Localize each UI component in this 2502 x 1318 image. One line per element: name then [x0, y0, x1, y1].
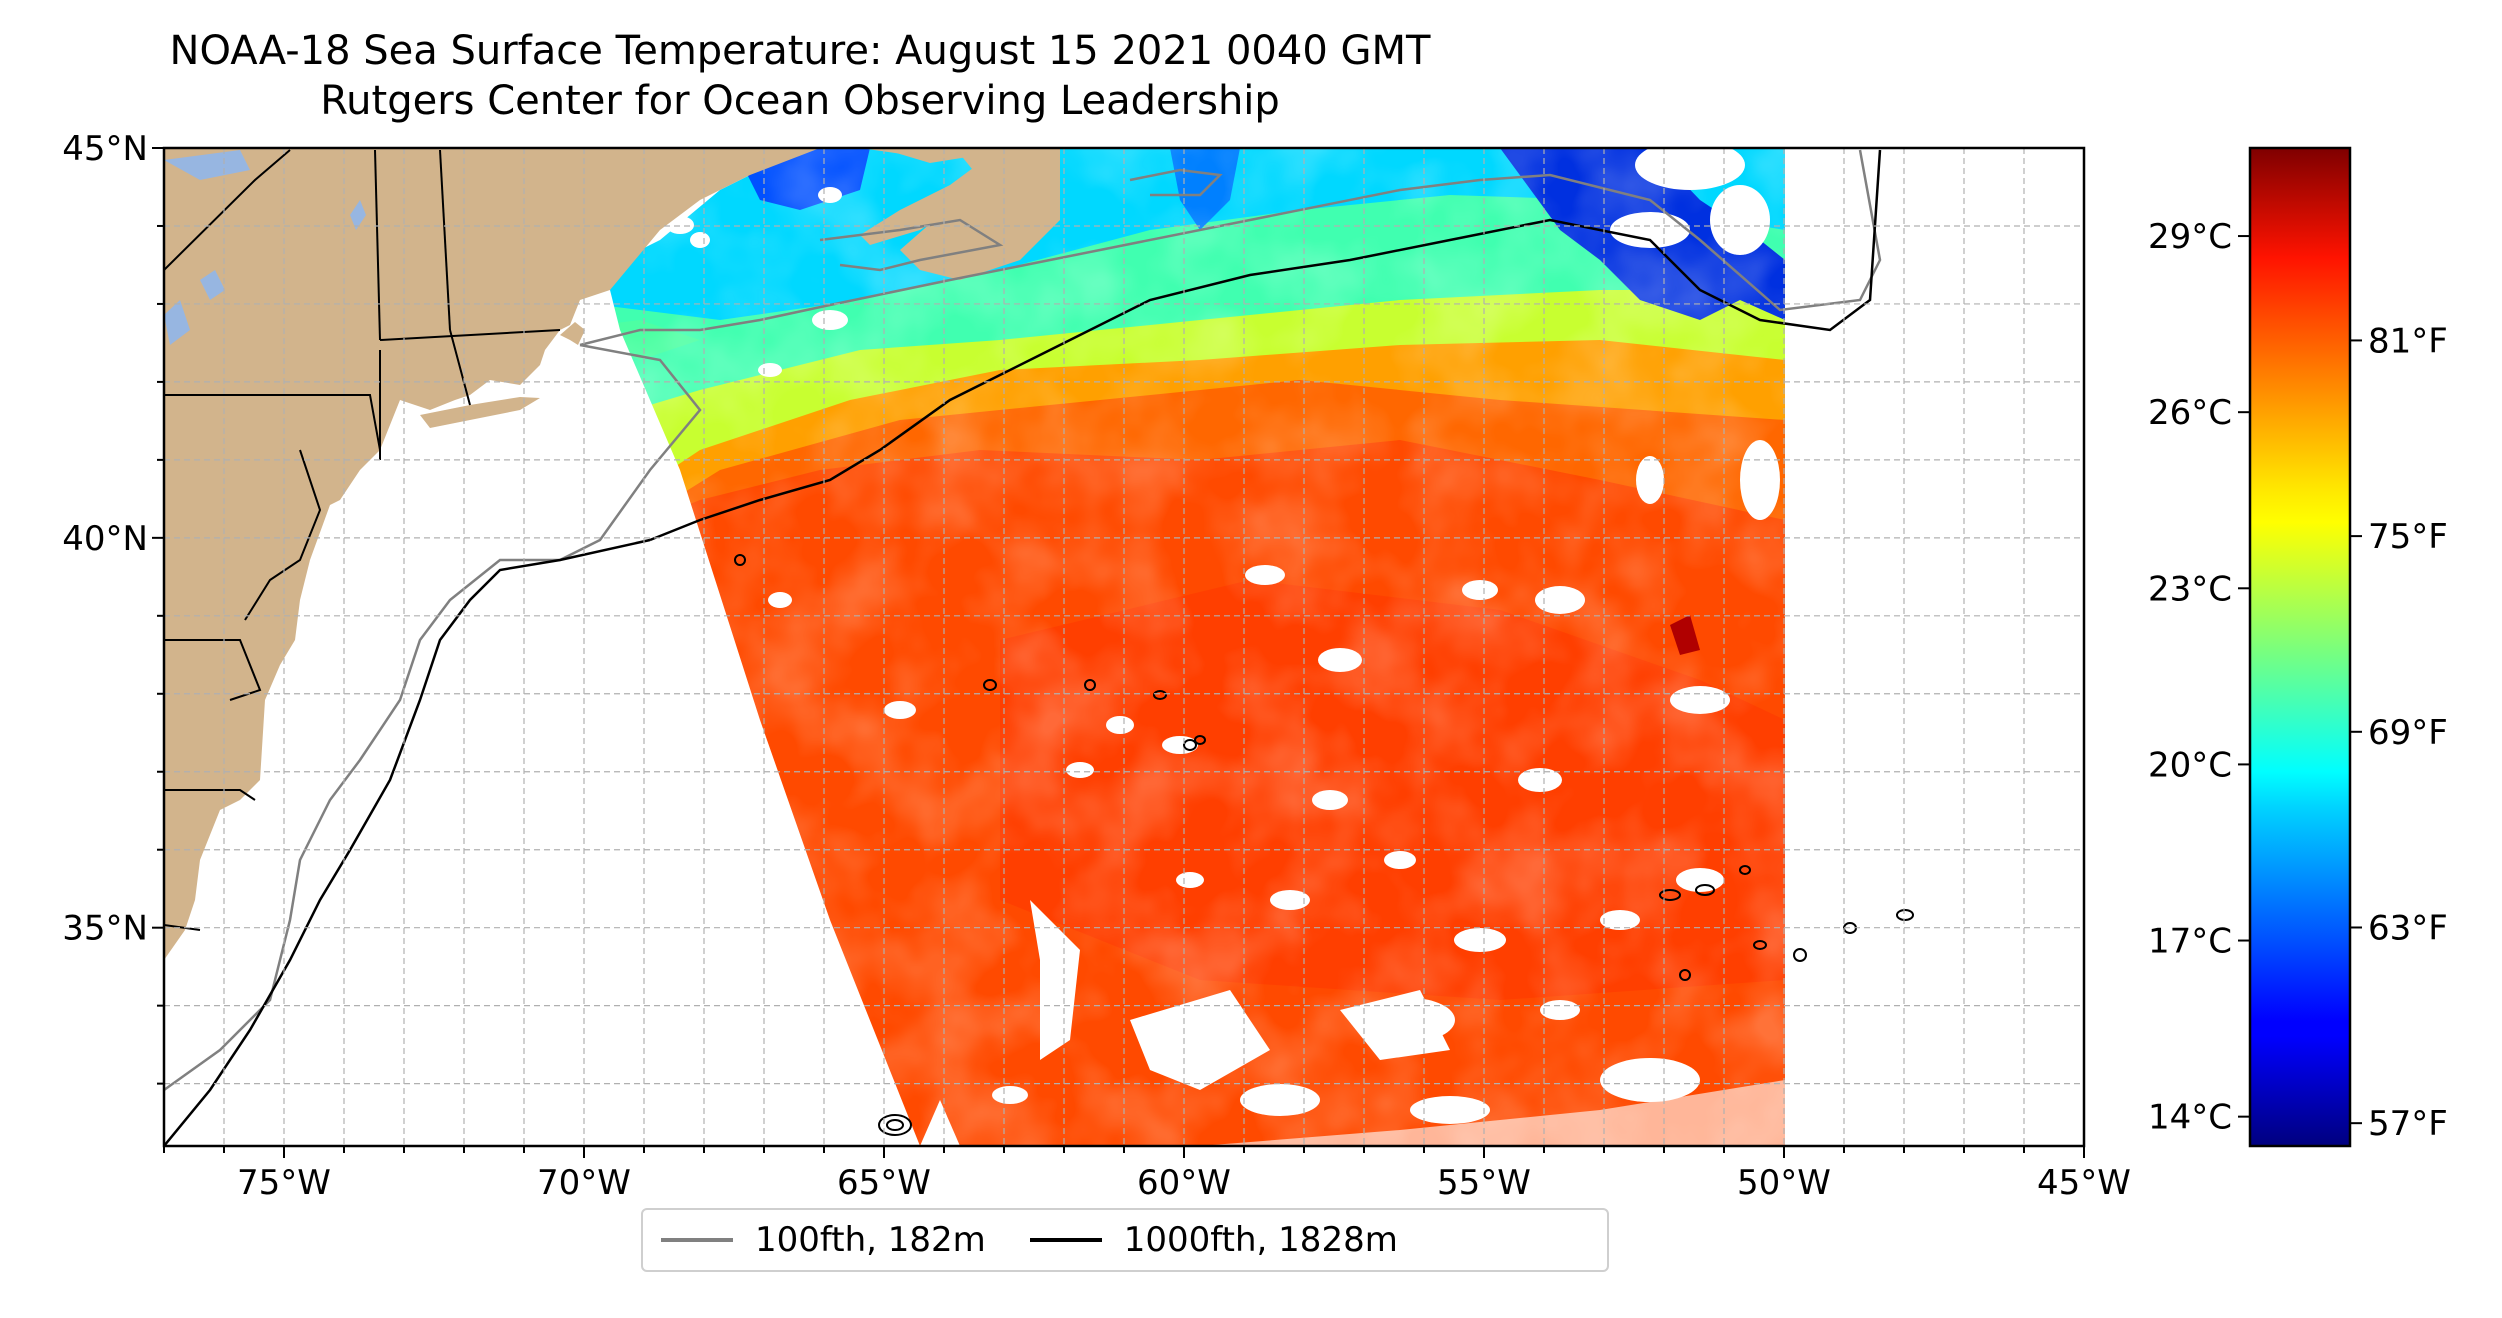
colorbar-fahrenheit-label: 57°F: [2368, 1104, 2448, 1144]
isobath-100fth: [164, 149, 1882, 1092]
colorbar-fahrenheit-label: 69°F: [2368, 713, 2448, 753]
sst-swath: [164, 148, 2084, 1146]
title-line-2: Rutgers Center for Ocean Observing Leade…: [320, 78, 1280, 124]
lat-tick-label: 35°N: [62, 909, 148, 949]
lon-tick-label: 55°W: [1437, 1163, 1531, 1203]
lon-tick-label: 65°W: [837, 1163, 931, 1203]
title-line-1: NOAA-18 Sea Surface Temperature: August …: [169, 28, 1431, 74]
lat-tick-label: 45°N: [62, 129, 148, 169]
legend-item-1000fth: 1000fth, 1828m: [1029, 1220, 1398, 1260]
seamount-contours: [734, 554, 1914, 1136]
lon-tick-label: 60°W: [1137, 1163, 1231, 1203]
legend-label-1000fth: 1000fth, 1828m: [1123, 1220, 1398, 1260]
colorbar-celsius-label: 17°C: [2148, 922, 2232, 962]
colorbar: 29°C 26°C 23°C 20°C 17°C 14°C 81°F 75°F 69°F 63°F…: [2148, 146, 2448, 1148]
colorbar-gradient: [2250, 148, 2350, 1146]
colorbar-fahrenheit-label: 75°F: [2368, 517, 2448, 557]
land-mass: [164, 148, 1060, 960]
isobath-1000fth: [164, 149, 1882, 1146]
axis-labels: 75°W 70°W 65°W 60°W 55°W 50°W 45°W 35°N 40°N 45°N: [62, 129, 2131, 1203]
lon-tick-label: 75°W: [237, 1163, 331, 1203]
legend-label-100fth: 100fth, 182m: [755, 1220, 986, 1260]
colorbar-fahrenheit-label: 63°F: [2368, 908, 2448, 948]
colorbar-ticks: 29°C 26°C 23°C 20°C 17°C 14°C 81°F 75°F 69°F 63°F…: [2148, 217, 2448, 1144]
colorbar-celsius-label: 26°C: [2148, 393, 2232, 433]
chart-title: NOAA-18 Sea Surface Temperature: August …: [0, 26, 1600, 126]
colorbar-frame: [2248, 146, 2352, 1148]
legend-item-100fth: 100fth, 182m: [661, 1220, 986, 1260]
legend-line-1000fth: [1029, 1238, 1102, 1242]
colorbar-celsius-label: 29°C: [2148, 217, 2232, 257]
lon-tick-label: 70°W: [537, 1163, 631, 1203]
axis-ticks: [152, 147, 2085, 1158]
colorbar-celsius-label: 14°C: [2148, 1098, 2232, 1138]
colorbar-celsius-label: 23°C: [2148, 569, 2232, 609]
colorbar-celsius-label: 20°C: [2148, 745, 2232, 785]
legend-line-100fth: [661, 1238, 733, 1242]
colorbar-fahrenheit-label: 81°F: [2368, 321, 2448, 361]
gridlines: [164, 148, 2084, 1146]
lat-tick-label: 40°N: [62, 519, 148, 559]
legend: 100fth, 182m 1000fth, 1828m: [641, 1208, 1609, 1272]
lon-tick-label: 50°W: [1737, 1163, 1831, 1203]
lon-tick-label: 45°W: [2037, 1163, 2131, 1203]
